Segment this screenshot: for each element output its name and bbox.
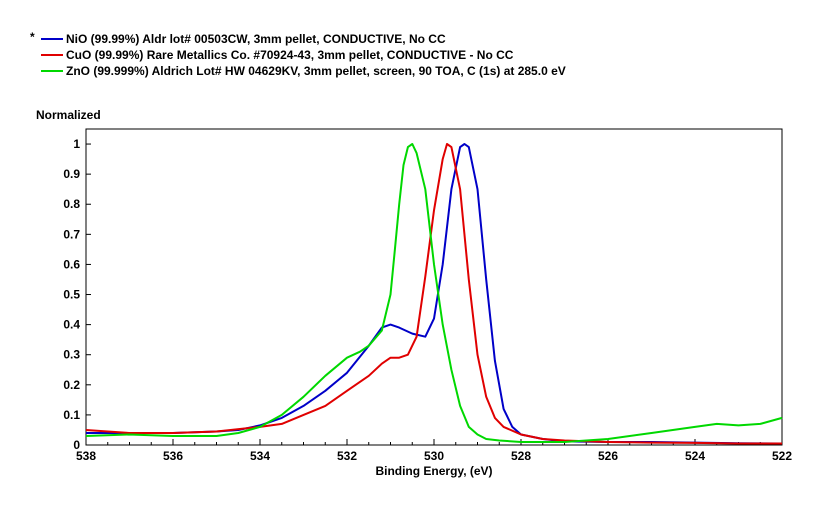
y-tick-label: 0.6 [63, 257, 80, 271]
legend-swatch-zno [41, 70, 63, 72]
x-tick-label: 530 [424, 449, 444, 463]
legend-label-zno: ZnO (99.999%) Aldrich Lot# HW 04629KV, 3… [66, 64, 566, 78]
plot-frame [85, 128, 783, 446]
series-line-zno [85, 143, 783, 443]
y-tick-label: 0.8 [63, 197, 80, 211]
series-line-nio [86, 143, 783, 445]
x-tick-label: 534 [250, 449, 270, 463]
y-tick-label: 0.7 [63, 227, 80, 241]
x-tick-label: 532 [337, 449, 357, 463]
y-tick-label: 0.4 [63, 318, 80, 332]
y-tick-label: 0.9 [63, 167, 80, 181]
y-tick-label: 0.1 [63, 408, 80, 422]
x-tick-label: 538 [76, 449, 96, 463]
y-axis-title: Normalized [36, 108, 101, 122]
legend-label-cuo: CuO (99.99%) Rare Metallics Co. #70924-4… [66, 48, 514, 62]
x-axis-title: Binding Energy, (eV) [375, 464, 492, 478]
legend-swatch-cuo [41, 54, 63, 56]
x-tick-label: 522 [772, 449, 792, 463]
legend-swatch-nio [41, 38, 63, 40]
legend-marker: * [30, 30, 35, 44]
y-tick-label: 0 [73, 438, 80, 452]
y-tick-label: 0.5 [63, 288, 80, 302]
legend-label-nio: NiO (99.99%) Aldr lot# 00503CW, 3mm pell… [66, 32, 446, 46]
x-tick-label: 526 [598, 449, 618, 463]
x-tick-label: 536 [163, 449, 183, 463]
series-line-cuo [85, 143, 782, 445]
y-tick-label: 0.2 [63, 378, 80, 392]
y-tick-label: 0.3 [63, 348, 80, 362]
y-tick-label: 1 [73, 137, 80, 151]
x-tick-label: 524 [685, 449, 705, 463]
x-tick-label: 528 [511, 449, 531, 463]
